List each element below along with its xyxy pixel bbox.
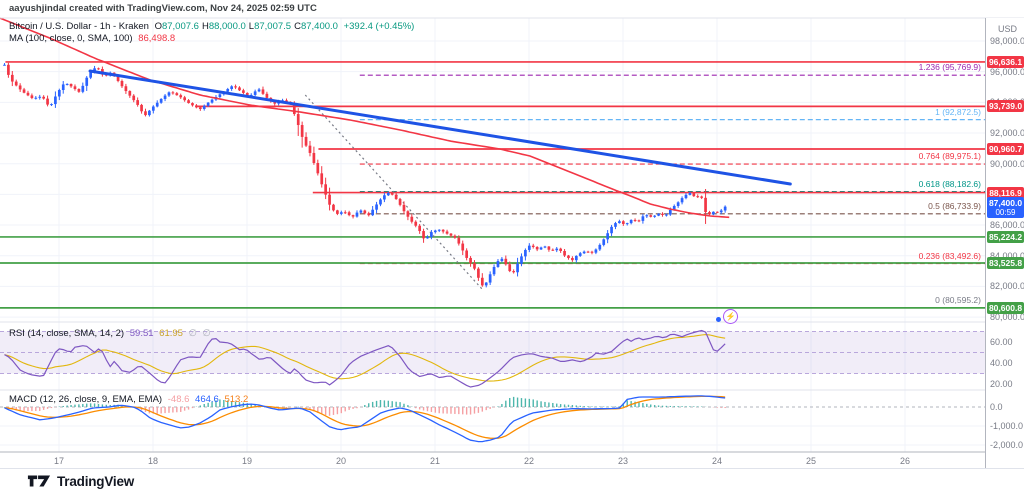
fib-level-label: 0.764 (89,975.1) [918,151,981,162]
last-price-label: 87,400.0 00:59 [987,196,1024,218]
macd-value: 464.6 [195,394,219,405]
macd-line [4,395,726,443]
price-tick-label: 82,000.0 [990,281,1024,292]
price-tick-label: 98,000.0 [990,36,1024,46]
tradingview-logo-icon[interactable] [27,472,51,490]
attribution-text: aayushjindal created with TradingView.co… [9,3,317,14]
macd-signal-value: 513.2 [224,394,249,405]
ohlc-pair: C87,400.0 [294,21,338,32]
support-price-label: 85,224.2 [987,230,1024,243]
support-price-label: 83,525.8 [987,256,1024,269]
ma-legend[interactable]: MA (100, close, 0, SMA, 100) 86,498.8 [9,33,175,44]
ohlc-pair: L87,007.5 [248,21,292,32]
resistance-price-label: 90,960.7 [987,142,1024,155]
time-tick-label: 19 [241,456,253,466]
rsi-tick-label: 40.00 [990,358,1013,368]
fib-level-label: 0.236 (83,492.6) [918,250,981,261]
time-tick-label: 18 [147,456,159,466]
time-tick-label: 25 [805,456,817,466]
ohlc-values: O87,007.6 H88,000.0 L87,007.5 C87,400.0 [152,21,338,32]
fib-level-label: 0.5 (86,733.9) [928,200,981,211]
lightning-marker-icon: ⚡ [723,309,738,324]
price-tick-label: 96,000.0 [990,66,1024,77]
macd-tick-label: -1,000.0 [990,421,1024,431]
ma-legend-label: MA (100, close, 0, SMA, 100) [9,33,133,44]
macd-legend-label: MACD (12, 26, close, 9, EMA, EMA) [9,394,163,405]
price-tick-label: 86,000.0 [990,220,1024,231]
currency-label: USD [998,24,1018,34]
resistance-price-label: 88,116.9 [987,186,1024,199]
price-axis[interactable]: USD 98,000.096,000.094,000.092,000.090,0… [985,18,1024,468]
price-tick-label: 80,000.0 [990,312,1024,323]
support-price-label: 80,600.8 [987,301,1024,314]
rsi-ma-line [4,334,726,382]
time-tick-label: 21 [429,456,441,466]
blue-trendline [88,69,792,186]
time-tick-label: 24 [711,456,723,466]
resistance-price-label: 93,739.0 [987,100,1024,113]
rsi-legend-label: RSI (14, close, SMA, 14, 2) [9,328,125,339]
fib-level-label: 1 (92,872.5) [935,106,981,117]
macd-hist-value: -48.6 [167,394,190,405]
time-tick-label: 26 [899,456,911,466]
rsi-ma-value: 61.95 [159,328,183,339]
ohlc-pair: H88,000.0 [201,21,246,32]
candles-layer [3,62,727,288]
fib-level-label: 1.236 (95,769.9) [918,62,981,73]
footer-bar: TradingView [0,468,1024,493]
macd-legend[interactable]: MACD (12, 26, close, 9, EMA, EMA) -48.6 … [9,394,248,405]
macd-tick-label: -2,000.0 [990,440,1024,450]
price-tick-label: 90,000.0 [990,158,1024,169]
rsi-tick-label: 60.00 [990,337,1013,347]
change-value: +392.4 (+0.45%) [343,21,415,32]
anchor-dot-icon [716,317,721,322]
rsi-legend[interactable]: RSI (14, close, SMA, 14, 2) 59.51 61.95 … [9,328,211,339]
empty-set-icon: ∅ [188,328,197,339]
rsi-value: 59.51 [129,328,154,339]
time-tick-label: 17 [53,456,65,466]
time-tick-label: 20 [335,456,347,466]
symbol-title: Bitcoin / U.S. Dollar - 1h - Kraken [9,21,149,32]
tradingview-wordmark[interactable]: TradingView [57,473,135,489]
macd-histogram [3,396,726,416]
price-tick-label: 84,000.0 [990,250,1024,261]
time-tick-label: 22 [523,456,535,466]
time-tick-label: 23 [617,456,629,466]
fib-level-label: 0.618 (88,182.6) [918,178,981,189]
ma100-line [0,17,730,219]
resistance-price-label: 96,636.1 [987,55,1024,68]
fib-level-label: 0 (80,595.2) [935,294,981,305]
ohlc-pair: O87,007.6 [154,21,199,32]
empty-set-icon: ∅ [202,328,211,339]
rsi-line [4,329,726,388]
macd-tick-label: 0.0 [990,402,1003,412]
ma-legend-value: 86,498.8 [138,33,176,44]
dotted-trendline [304,94,484,291]
symbol-legend[interactable]: Bitcoin / U.S. Dollar - 1h - Kraken O87,… [9,21,414,32]
price-tick-label: 92,000.0 [990,128,1024,139]
rsi-tick-label: 20.00 [990,379,1013,389]
drawing-marker[interactable]: ⚡ [716,309,738,324]
